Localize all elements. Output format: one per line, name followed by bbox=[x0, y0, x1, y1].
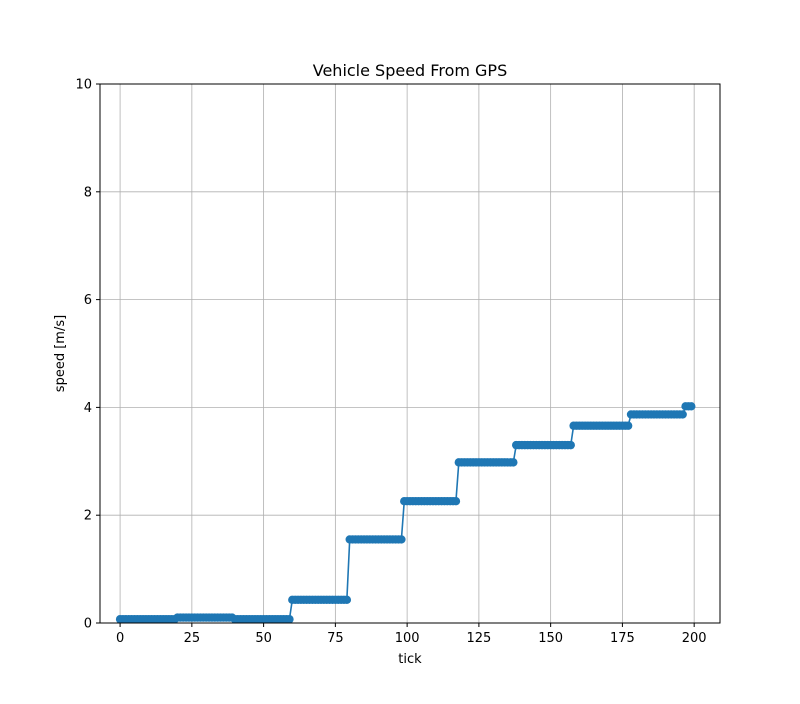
speed-line bbox=[120, 405, 692, 621]
chart-title: Vehicle Speed From GPS bbox=[313, 61, 507, 80]
x-tick-label: 150 bbox=[538, 631, 563, 646]
plot-frame bbox=[99, 83, 721, 624]
x-tick-label: 75 bbox=[327, 631, 344, 646]
y-axis-label: speed [m/s] bbox=[53, 315, 68, 392]
y-tick-label: 8 bbox=[84, 185, 92, 200]
data-point bbox=[342, 595, 352, 605]
y-tick-label: 10 bbox=[75, 78, 92, 93]
x-axis-ticks: 0 25 50 75 100 125 150 175 200 bbox=[116, 623, 707, 646]
data-point bbox=[285, 615, 294, 624]
data-point bbox=[623, 421, 633, 430]
x-tick-label: 0 bbox=[116, 631, 124, 646]
x-tick-label: 175 bbox=[610, 631, 635, 646]
data-point bbox=[397, 535, 406, 544]
data-point bbox=[451, 496, 461, 506]
speed-series bbox=[115, 402, 696, 624]
y-tick-label: 4 bbox=[84, 401, 92, 416]
y-tick-label: 2 bbox=[84, 509, 92, 524]
x-tick-label: 200 bbox=[682, 631, 707, 646]
grid bbox=[100, 83, 720, 624]
x-axis-label: tick bbox=[398, 652, 422, 667]
data-point bbox=[566, 440, 575, 450]
y-tick-label: 6 bbox=[84, 293, 92, 308]
data-point bbox=[678, 410, 687, 419]
x-tick-label: 125 bbox=[466, 631, 491, 646]
data-point bbox=[687, 402, 696, 411]
y-tick-label: 0 bbox=[84, 617, 92, 632]
y-axis-ticks: 0 2 4 6 8 10 bbox=[75, 78, 100, 632]
x-tick-label: 100 bbox=[395, 631, 420, 646]
data-point bbox=[509, 458, 518, 467]
x-tick-label: 50 bbox=[255, 631, 272, 646]
x-tick-label: 25 bbox=[184, 631, 201, 646]
